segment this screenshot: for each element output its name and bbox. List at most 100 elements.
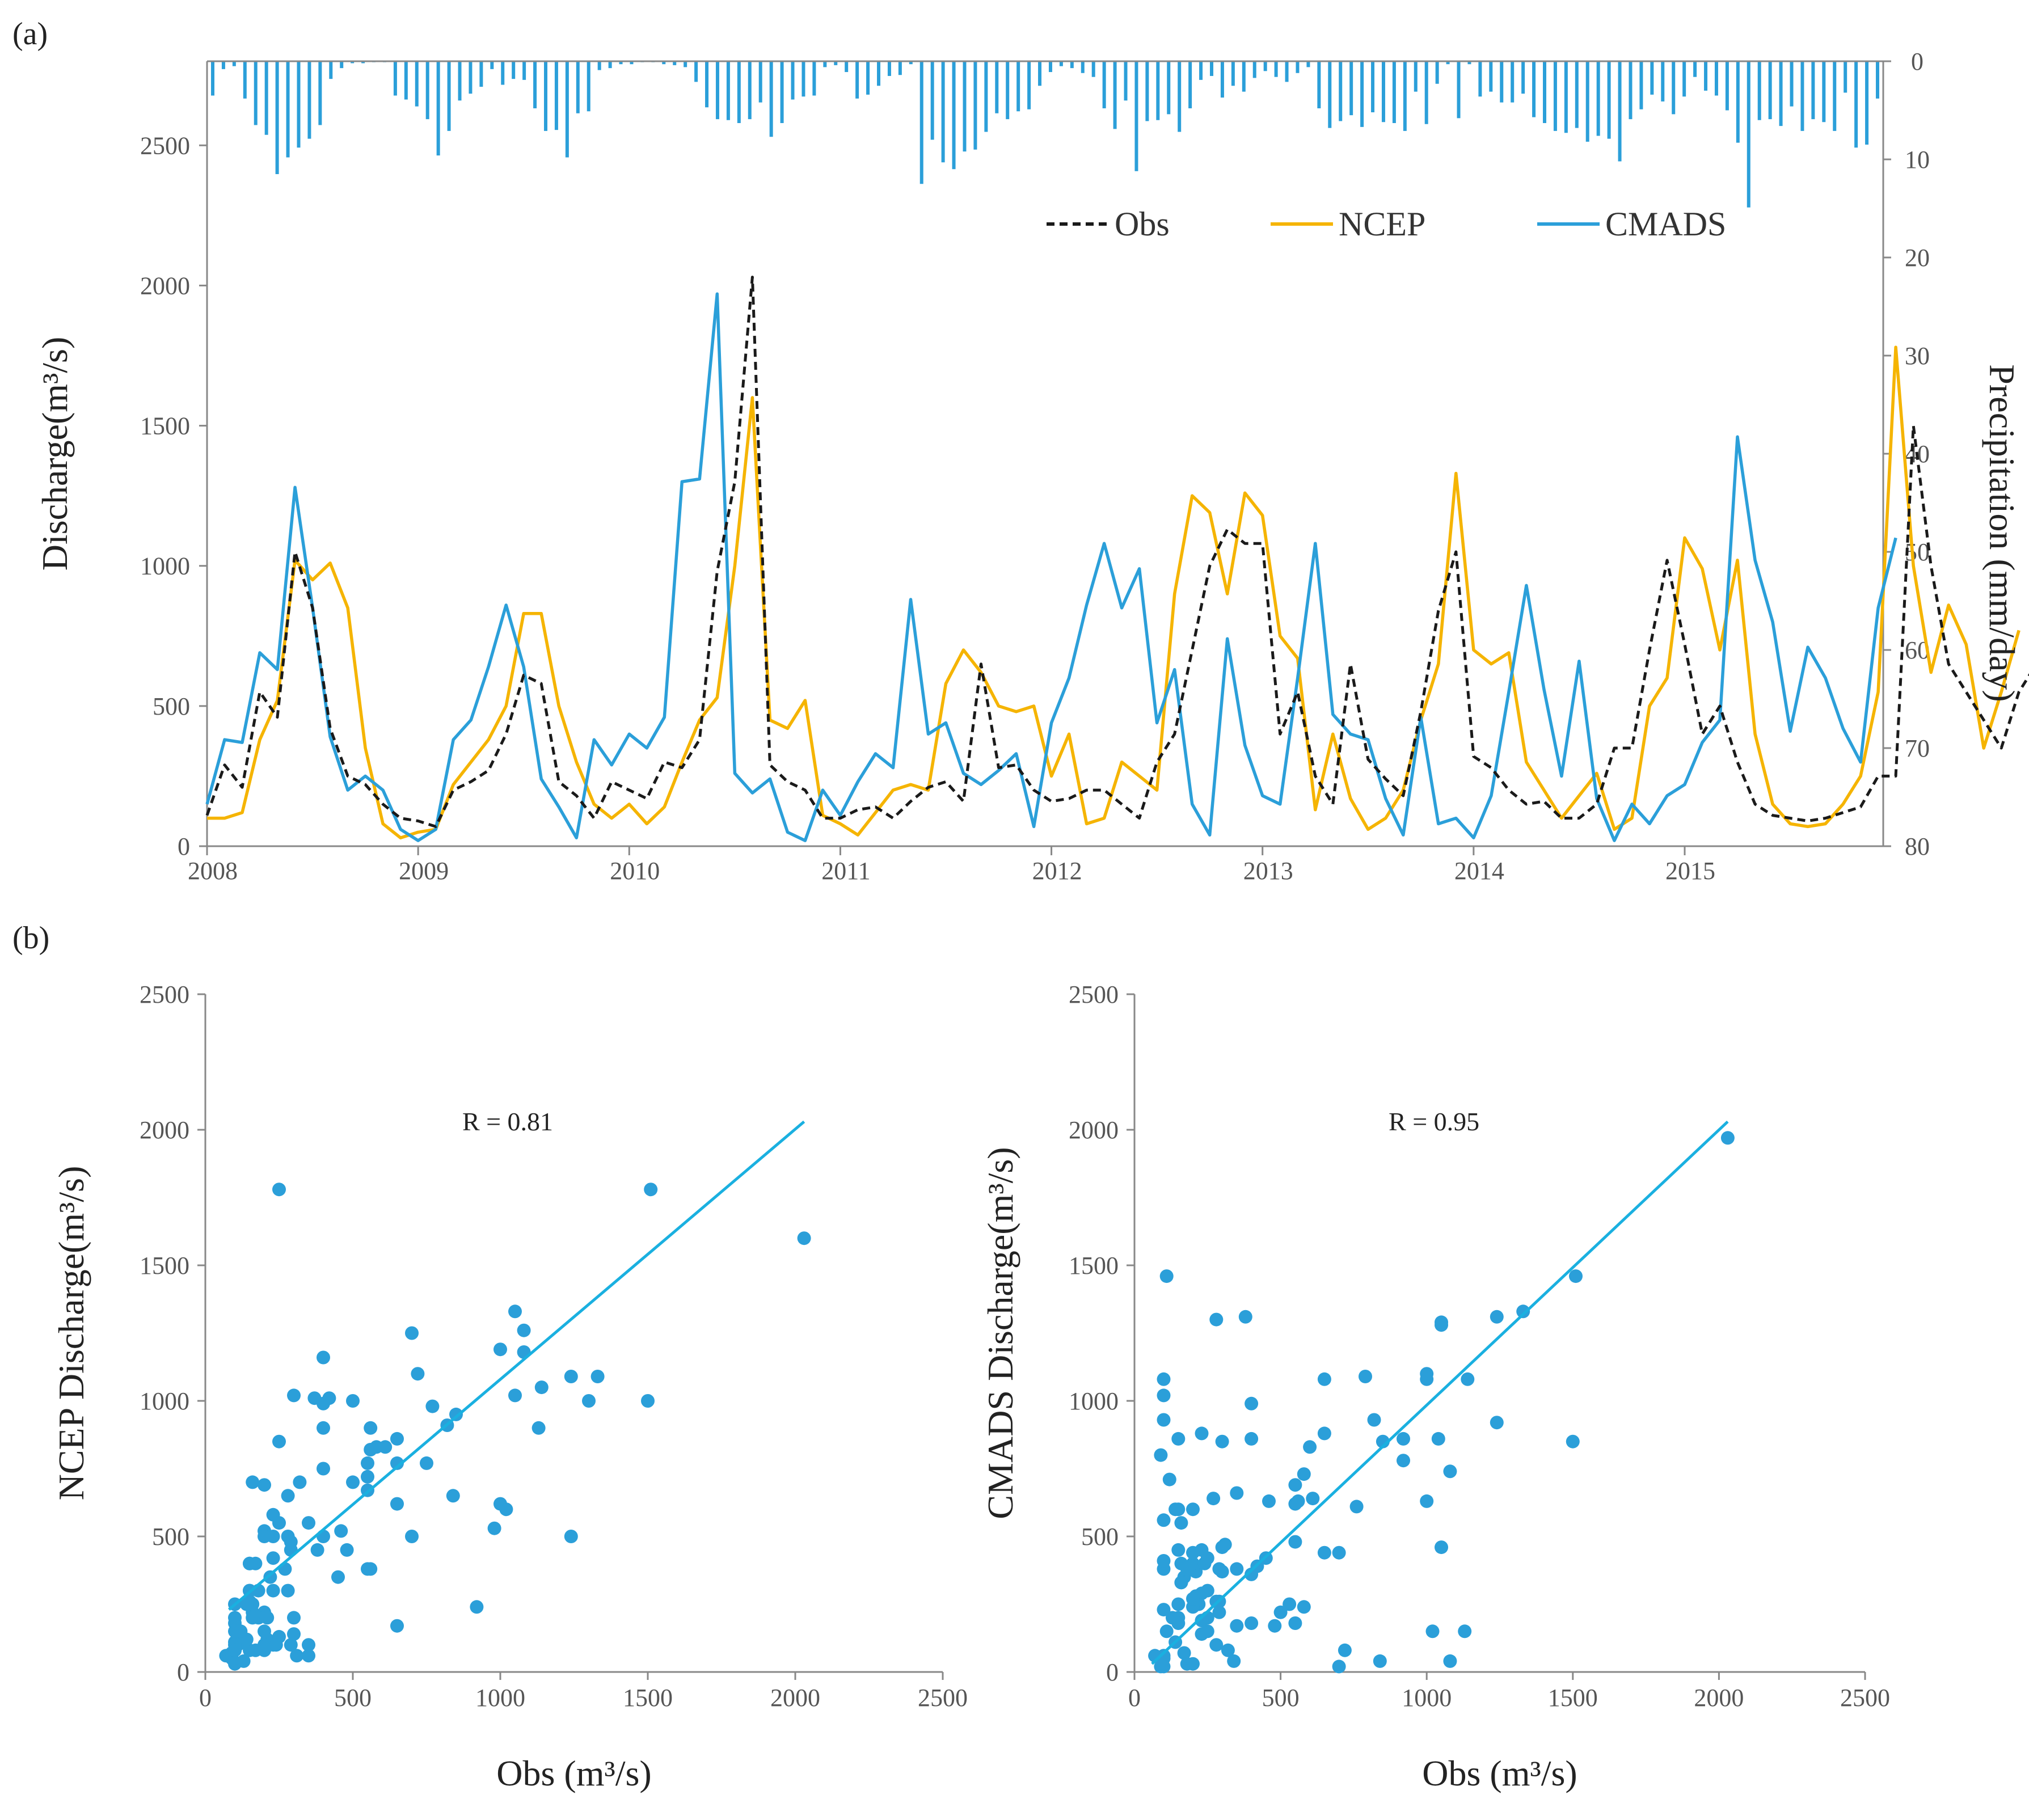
ncep-x-axis-label: Obs (m³/s) <box>496 1753 651 1793</box>
cmads-point <box>1157 1372 1171 1386</box>
ncep-point <box>493 1497 507 1511</box>
cmads-y-tick-label: 0 <box>1106 1658 1119 1686</box>
ncep-x-tick-label: 1000 <box>475 1684 525 1712</box>
cmads-y-tick-label: 1000 <box>1069 1387 1119 1415</box>
cmads-point <box>1209 1312 1224 1327</box>
ncep-point <box>590 1370 605 1383</box>
ncep-point <box>310 1543 324 1557</box>
precipitation-bars <box>211 61 1879 208</box>
cmads-scatter-panel: 0 500 1000 1500 2000 2500 0 500 1000 1500 2000 2500… <box>980 981 1890 1793</box>
cmads-point <box>1490 1416 1504 1430</box>
ncep-point <box>258 1638 271 1652</box>
ncep-point <box>411 1367 425 1381</box>
cmads-point <box>1373 1654 1387 1668</box>
y2-tick-label: 50 <box>1905 538 1930 566</box>
ncep-point <box>564 1370 578 1383</box>
y2-tick-label: 70 <box>1905 734 1930 762</box>
cmads-point <box>1162 1472 1176 1487</box>
ncep-point <box>284 1535 298 1549</box>
precipitation-axis-label: Precipitation (mm/day) <box>1982 364 2022 702</box>
cmads-point <box>1332 1545 1346 1560</box>
cmads-point <box>1157 1603 1171 1617</box>
ncep-x-tick-label: 1500 <box>623 1684 673 1712</box>
ncep-point <box>272 1183 286 1197</box>
ncep-point <box>258 1624 271 1639</box>
cmads-point <box>1154 1448 1168 1462</box>
ncep-point <box>234 1624 248 1639</box>
cmads-point <box>1443 1654 1457 1668</box>
ncep-point <box>317 1530 330 1543</box>
cmads-y-axis-label: CMADS Discharge(m³/s) <box>980 1147 1020 1519</box>
ncep-point <box>797 1231 811 1245</box>
cmads-point <box>1230 1619 1244 1633</box>
ncep-point <box>390 1456 404 1470</box>
cmads-point <box>1332 1659 1346 1674</box>
ncep-point <box>317 1462 330 1476</box>
ncep-point <box>346 1394 360 1408</box>
ncep-point <box>508 1304 522 1319</box>
ncep-point <box>293 1475 307 1489</box>
cmads-point <box>1169 1502 1183 1517</box>
cmads-point <box>1186 1657 1200 1671</box>
cmads-point <box>1195 1614 1209 1628</box>
ncep-point <box>334 1524 348 1538</box>
legend-label-obs: Obs <box>1115 205 1170 243</box>
ncep-point <box>361 1456 374 1470</box>
series-line-ncep <box>207 345 2020 839</box>
ncep-point <box>425 1399 440 1413</box>
ncep-x-tick-label: 500 <box>334 1684 372 1712</box>
ncep-x-tick-label: 0 <box>199 1684 212 1712</box>
cmads-point <box>1303 1440 1317 1454</box>
cmads-point <box>1349 1500 1364 1514</box>
cmads-point <box>1720 1131 1735 1145</box>
cmads-point <box>1157 1413 1171 1427</box>
cmads-point <box>1317 1372 1331 1386</box>
cmads-point <box>1171 1543 1186 1557</box>
cmads-x-tick-label: 2000 <box>1694 1684 1744 1712</box>
cmads-point <box>1200 1624 1214 1639</box>
ncep-point <box>246 1475 260 1489</box>
y-tick-label: 1500 <box>140 412 190 440</box>
cmads-point <box>1171 1597 1186 1611</box>
x-tick-label: 2011 <box>821 857 870 885</box>
cmads-point <box>1200 1551 1214 1565</box>
ncep-point <box>263 1570 277 1584</box>
ncep-point <box>487 1521 501 1535</box>
panel-label-a: (a) <box>12 16 48 52</box>
ncep-point <box>331 1570 345 1584</box>
y-tick-label: 1000 <box>140 552 190 580</box>
cmads-point <box>1209 1638 1224 1652</box>
cmads-point <box>1245 1616 1259 1630</box>
y-tick-label: 2500 <box>140 132 190 159</box>
cmads-point <box>1157 1388 1171 1403</box>
cmads-point <box>1566 1434 1580 1449</box>
ncep-scatter-panel: 0 500 1000 1500 2000 2500 0 500 1000 1500 2000 2500… <box>51 981 968 1793</box>
cmads-x-tick-label: 2500 <box>1840 1684 1890 1712</box>
ncep-point <box>284 1638 298 1652</box>
ncep-y-tick-label: 1000 <box>140 1387 189 1415</box>
ncep-point <box>272 1516 286 1530</box>
ncep-point <box>287 1627 301 1641</box>
x-tick-label: 2015 <box>1665 857 1715 885</box>
cmads-point <box>1317 1426 1331 1441</box>
cmads-point <box>1174 1576 1188 1590</box>
cmads-point <box>1268 1619 1282 1633</box>
ncep-y-tick-label: 500 <box>152 1523 189 1551</box>
y2-tick-label: 80 <box>1905 833 1930 860</box>
cmads-x-tick-label: 0 <box>1128 1684 1141 1712</box>
ncep-point <box>364 1562 378 1576</box>
ncep-point <box>290 1649 304 1663</box>
cmads-point <box>1238 1310 1252 1324</box>
ncep-point <box>287 1611 301 1625</box>
x-tick-label: 2008 <box>188 857 238 885</box>
timeseries-axes: 0500100015002000250001020304050607080200… <box>140 48 1930 885</box>
ncep-y-tick-label: 1500 <box>140 1252 189 1280</box>
cmads-point <box>1245 1431 1259 1446</box>
ncep-point <box>361 1469 374 1484</box>
cmads-point <box>1215 1565 1229 1579</box>
x-tick-label: 2009 <box>399 857 449 885</box>
cmads-point <box>1200 1583 1214 1598</box>
y2-tick-label: 0 <box>1911 48 1923 75</box>
ncep-point <box>534 1380 549 1395</box>
